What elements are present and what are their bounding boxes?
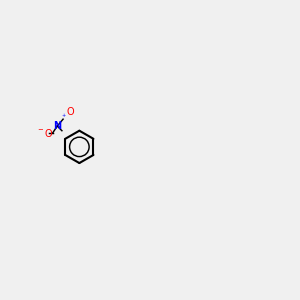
Text: $^+$: $^+$ <box>60 114 66 120</box>
Text: O: O <box>66 107 74 117</box>
Text: N: N <box>53 121 61 131</box>
Text: $^-$O: $^-$O <box>35 127 53 139</box>
